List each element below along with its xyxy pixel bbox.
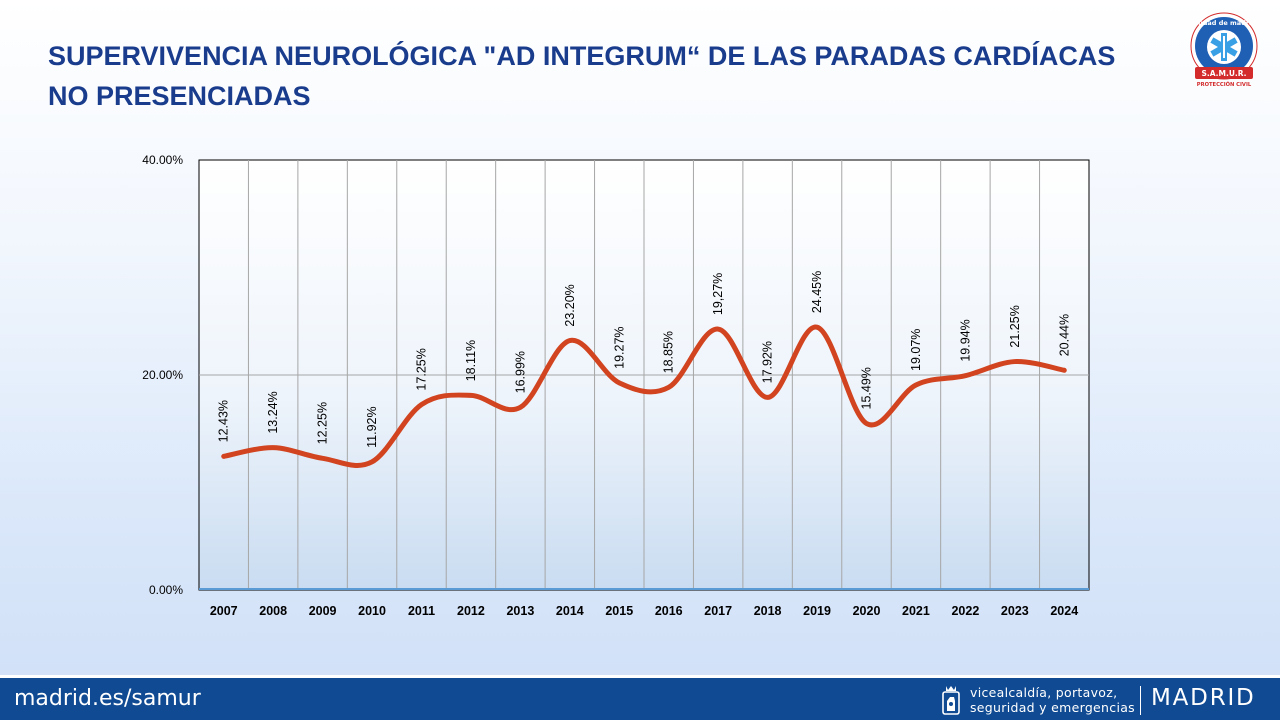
title-line-1: SUPERVIVENCIA NEUROLÓGICA "AD INTEGRUM“ … <box>48 41 1116 71</box>
series-line <box>221 324 1067 468</box>
x-tick-label: 2019 <box>803 604 831 618</box>
data-label: 24.45% <box>810 271 824 313</box>
x-tick-label: 2008 <box>259 604 287 618</box>
x-tick-label: 2020 <box>853 604 881 618</box>
x-tick-label: 2016 <box>655 604 683 618</box>
title-line-2: NO PRESENCIADAS <box>48 81 311 111</box>
data-label: 17.25% <box>415 348 429 390</box>
footer-url-link[interactable]: madrid.es/samur <box>14 686 201 711</box>
x-tick-label: 2022 <box>951 604 979 618</box>
x-tick-label: 2017 <box>704 604 732 618</box>
data-label: 19.27% <box>612 326 626 368</box>
data-label: 19,27% <box>711 273 725 315</box>
data-label: 19.07% <box>909 329 923 371</box>
x-tick-label: 2010 <box>358 604 386 618</box>
y-tick-label: 20.00% <box>142 368 183 382</box>
footer-department: vicealcaldía, portavoz, seguridad y emer… <box>970 685 1135 715</box>
data-label: 11.92% <box>365 406 379 447</box>
page-title: SUPERVIVENCIA NEUROLÓGICA "AD INTEGRUM“ … <box>48 36 1128 116</box>
logo-badge-text: S.A.M.U.R. <box>1201 69 1246 78</box>
footer-dept-line-1: vicealcaldía, portavoz, <box>970 685 1118 700</box>
y-tick-label: 40.00% <box>142 153 183 167</box>
footer-separator <box>1140 686 1141 715</box>
y-tick-label: 0.00% <box>149 583 183 597</box>
data-label: 16.99% <box>513 351 527 393</box>
x-tick-label: 2012 <box>457 604 485 618</box>
data-label: 20.44% <box>1057 314 1071 356</box>
data-label: 23.20% <box>563 284 577 326</box>
data-label: 19.94% <box>958 319 972 361</box>
samur-logo: ciudad de madrid S.A.M.U.R. PROTECCIÓN C… <box>1190 12 1258 88</box>
footer-bar: madrid.es/samur vicealcaldía, portavoz, … <box>0 675 1280 720</box>
data-label: 12.25% <box>316 402 330 444</box>
x-tick-label: 2023 <box>1001 604 1029 618</box>
data-label: 13.24% <box>266 391 280 433</box>
data-label: 21.25% <box>1008 305 1022 347</box>
x-tick-label: 2015 <box>605 604 633 618</box>
x-tick-label: 2013 <box>506 604 534 618</box>
star-of-life-icon <box>1210 33 1238 61</box>
logo-bottom-text: PROTECCIÓN CIVIL <box>1197 81 1252 88</box>
data-label: 12.43% <box>217 400 231 442</box>
x-tick-label: 2011 <box>408 604 435 618</box>
data-label: 18.11% <box>464 340 478 381</box>
data-label: 15.49% <box>860 367 874 409</box>
footer-brand: MADRID <box>1151 685 1256 711</box>
madrid-crest-icon <box>942 686 960 715</box>
x-tick-label: 2014 <box>556 604 584 618</box>
x-tick-label: 2024 <box>1050 604 1078 618</box>
x-tick-label: 2007 <box>210 604 238 618</box>
data-label: 17.92% <box>761 341 775 383</box>
x-tick-label: 2009 <box>309 604 337 618</box>
footer-dept-line-2: seguridad y emergencias <box>970 700 1135 715</box>
survival-line-chart: 0.00% 20.00% 40.00% 2007 2008 2009 2010 2011 20… <box>142 153 1090 618</box>
x-tick-label: 2021 <box>902 604 930 618</box>
data-label: 18.85% <box>662 331 676 373</box>
x-tick-label: 2018 <box>754 604 782 618</box>
logo-top-text: ciudad de madrid <box>1192 19 1256 27</box>
